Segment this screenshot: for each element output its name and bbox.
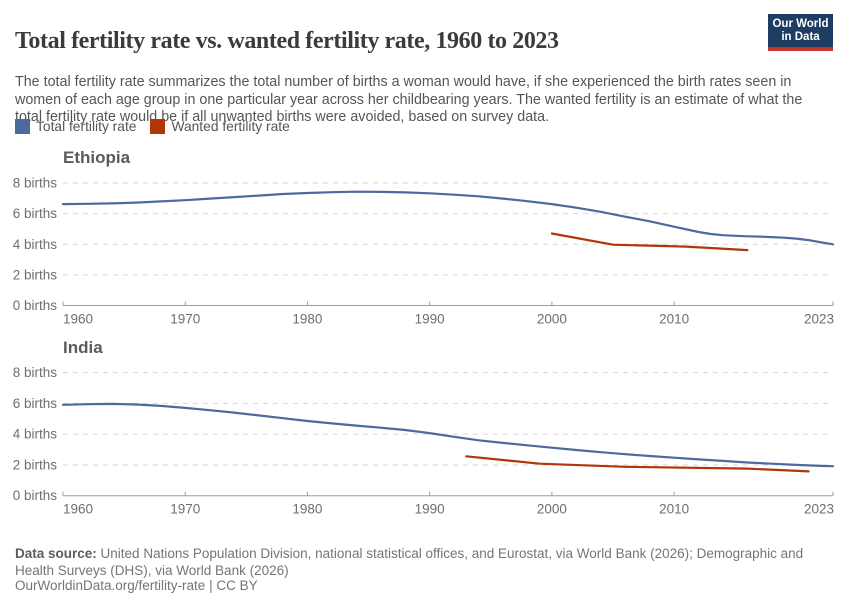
y-tick-label: 0 births	[13, 298, 58, 313]
x-tick-label: 1970	[170, 502, 200, 517]
legend-swatch-total-fertility-icon	[15, 119, 30, 134]
chart-legend: Total fertility rate Wanted fertility ra…	[15, 119, 290, 134]
chart-subtitle: The total fertility rate summarizes the …	[15, 74, 803, 126]
x-tick-label: 1990	[415, 502, 445, 517]
x-tick-label: 1960	[63, 502, 93, 517]
x-tick-label: 1960	[63, 312, 93, 327]
y-tick-label: 8 births	[13, 365, 58, 380]
y-tick-label: 6 births	[13, 206, 58, 221]
y-tick-label: 0 births	[13, 488, 58, 503]
y-tick-label: 2 births	[13, 267, 58, 282]
data-source-note: Data source: United Nations Population D…	[15, 545, 833, 579]
citation-url: OurWorldinData.org/fertility-rate | CC B…	[15, 577, 258, 593]
x-tick-label: 1980	[292, 312, 322, 327]
series-line-wanted-fertility-rate	[550, 232, 749, 252]
y-tick-label: 8 births	[13, 176, 58, 191]
owid-logo: Our World in Data	[768, 14, 833, 51]
chart-panel-india: India 0 births 2 births 4 births 6 births 8 …	[0, 330, 850, 520]
x-tick-label: 2010	[659, 502, 689, 517]
x-tick-label: 1970	[170, 312, 200, 327]
legend-label: Wanted fertility rate	[171, 119, 290, 134]
owid-logo-line2: in Data	[781, 31, 820, 43]
chart-panel-ethiopia: Ethiopia 0 births 2 births 4 births 6 birth…	[0, 140, 850, 330]
page-title: Total fertility rate vs. wanted fertilit…	[15, 28, 559, 55]
x-tick-label: 2010	[659, 312, 689, 327]
x-tick-label: 1990	[415, 312, 445, 327]
y-tick-label: 6 births	[13, 396, 58, 411]
legend-item-total-fertility: Total fertility rate	[15, 119, 136, 134]
x-tick-label: 2023	[804, 312, 834, 327]
y-tick-label: 2 births	[13, 457, 58, 472]
series-line-total-fertility-rate	[61, 402, 835, 468]
legend-swatch-wanted-fertility-icon	[150, 119, 166, 134]
data-source-label: Data source:	[15, 545, 97, 561]
series-line-total-fertility-rate	[61, 190, 835, 246]
data-source-text: United Nations Population Division, nati…	[15, 545, 804, 578]
legend-item-wanted-fertility: Wanted fertility rate	[150, 119, 290, 134]
y-tick-label: 4 births	[13, 237, 58, 252]
owid-logo-line1: Our World	[772, 18, 829, 30]
x-tick-label: 2000	[537, 502, 567, 517]
chart-svg-ethiopia: 0 births 2 births 4 births 6 births 8 births…	[13, 176, 835, 327]
series-line-wanted-fertility-rate	[465, 455, 810, 473]
x-tick-label: 2000	[537, 312, 567, 327]
x-tick-label: 1980	[292, 502, 322, 517]
x-tick-label: 2023	[804, 502, 834, 517]
entity-title: Ethiopia	[63, 148, 131, 167]
entity-title: India	[63, 338, 103, 357]
chart-svg-india: 0 births 2 births 4 births 6 births 8 births…	[13, 365, 835, 517]
y-tick-label: 4 births	[13, 427, 58, 442]
legend-label: Total fertility rate	[36, 119, 137, 134]
